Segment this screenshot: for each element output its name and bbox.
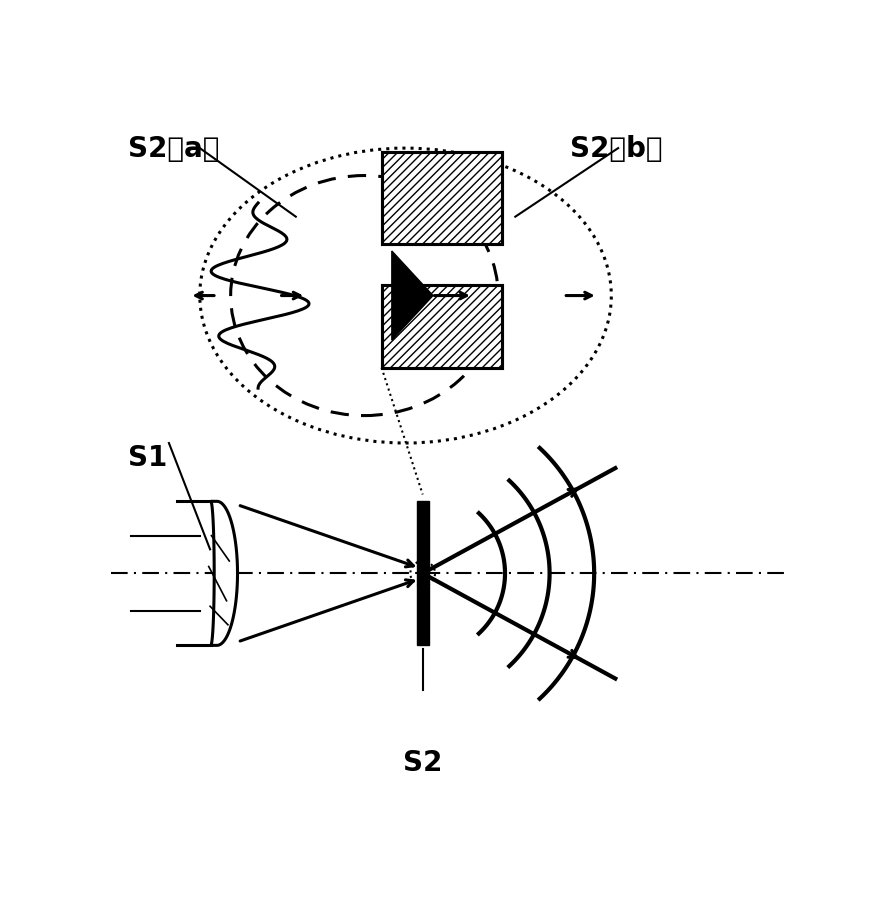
Bar [381, 153, 502, 244]
Bar [381, 286, 502, 369]
Polygon shape [211, 502, 237, 646]
Text: S2: S2 [403, 748, 442, 777]
Bar [381, 153, 502, 244]
Text: S2（a）: S2（a） [127, 135, 219, 164]
Bar [381, 286, 502, 369]
Bar [417, 502, 429, 646]
Polygon shape [392, 252, 433, 341]
Text: S1: S1 [127, 444, 167, 471]
Text: S2（b）: S2（b） [570, 135, 663, 164]
